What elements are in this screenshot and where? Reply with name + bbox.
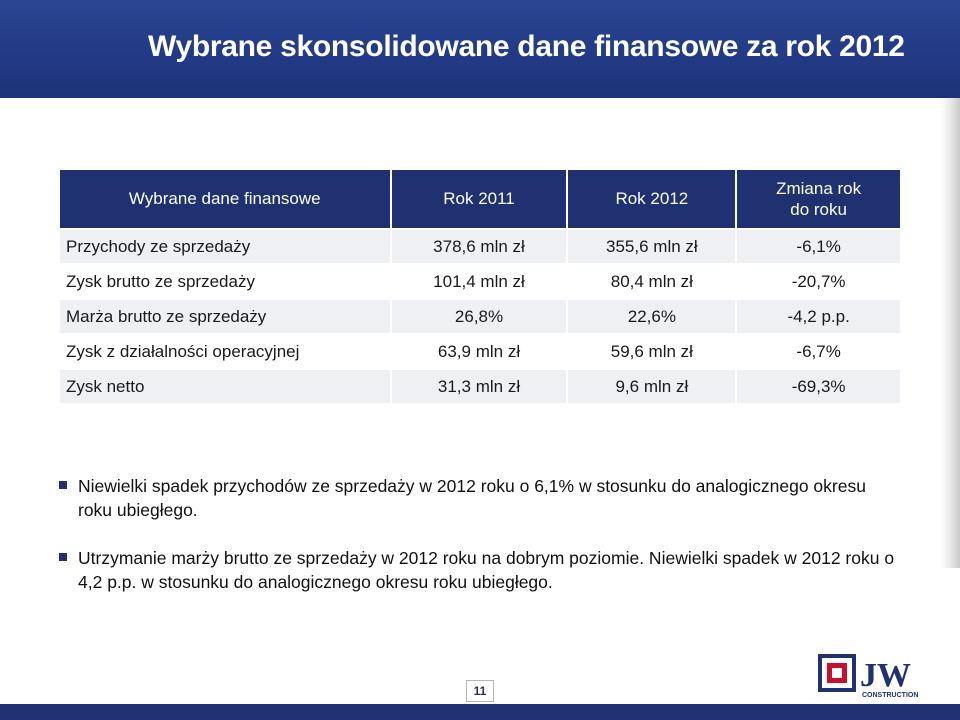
- value-2012: 22,6%: [568, 300, 736, 333]
- logo-text: JW: [860, 657, 911, 694]
- table-row: Zysk brutto ze sprzedaży 101,4 mln zł 80…: [60, 265, 900, 298]
- header-line: do roku: [790, 200, 847, 219]
- value-2011: 31,3 mln zł: [391, 370, 567, 403]
- bullet-text: Utrzymanie marży brutto ze sprzedaży w 2…: [78, 548, 895, 592]
- row-label: Zysk z działalności operacyjnej: [60, 335, 390, 368]
- header-cell: Rok 2011: [391, 170, 567, 228]
- bullet-list: Niewielki spadek przychodów ze sprzedaży…: [58, 474, 898, 618]
- value-2011: 26,8%: [391, 300, 567, 333]
- value-change: -4,2 p.p.: [737, 300, 900, 333]
- row-label: Zysk netto: [60, 370, 390, 403]
- value-2011: 378,6 mln zł: [391, 230, 567, 263]
- decorative-strip: [940, 98, 960, 568]
- value-change: -69,3%: [737, 370, 900, 403]
- value-2012: 355,6 mln zł: [568, 230, 736, 263]
- page-number: 11: [466, 680, 494, 702]
- header-cell: Zmiana rok do roku: [737, 170, 900, 228]
- value-2012: 9,6 mln zł: [568, 370, 736, 403]
- value-change: -6,7%: [737, 335, 900, 368]
- table-row: Przychody ze sprzedaży 378,6 mln zł 355,…: [60, 230, 900, 263]
- header-line: Zmiana rok: [776, 178, 862, 198]
- bullet-item: Utrzymanie marży brutto ze sprzedaży w 2…: [58, 546, 898, 594]
- bullet-square-icon: [59, 553, 67, 561]
- value-2011: 101,4 mln zł: [391, 265, 567, 298]
- bullet-text: Niewielki spadek przychodów ze sprzedaży…: [78, 476, 866, 520]
- bullet-square-icon: [59, 481, 67, 489]
- value-change: -20,7%: [737, 265, 900, 298]
- financial-table: Wybrane dane finansowe Rok 2011 Rok 2012…: [58, 168, 902, 405]
- value-2012: 80,4 mln zł: [568, 265, 736, 298]
- slide-title: Wybrane skonsolidowane dane finansowe za…: [148, 30, 905, 63]
- table-header-row: Wybrane dane finansowe Rok 2011 Rok 2012…: [60, 170, 900, 228]
- value-2011: 63,9 mln zł: [391, 335, 567, 368]
- value-change: -6,1%: [737, 230, 900, 263]
- row-label: Marża brutto ze sprzedaży: [60, 300, 390, 333]
- title-bar: Wybrane skonsolidowane dane finansowe za…: [0, 0, 960, 98]
- header-cell: Wybrane dane finansowe: [60, 170, 390, 228]
- bullet-item: Niewielki spadek przychodów ze sprzedaży…: [58, 474, 898, 522]
- table-row: Zysk z działalności operacyjnej 63,9 mln…: [60, 335, 900, 368]
- row-label: Przychody ze sprzedaży: [60, 230, 390, 263]
- jw-construction-logo: JW CONSTRUCTION: [818, 654, 918, 699]
- footer-bar: [0, 704, 960, 720]
- logo-subtext: CONSTRUCTION: [862, 692, 918, 699]
- row-label: Zysk brutto ze sprzedaży: [60, 265, 390, 298]
- value-2012: 59,6 mln zł: [568, 335, 736, 368]
- header-cell: Rok 2012: [568, 170, 736, 228]
- table-row: Zysk netto 31,3 mln zł 9,6 mln zł -69,3%: [60, 370, 900, 403]
- table-row: Marża brutto ze sprzedaży 26,8% 22,6% -4…: [60, 300, 900, 333]
